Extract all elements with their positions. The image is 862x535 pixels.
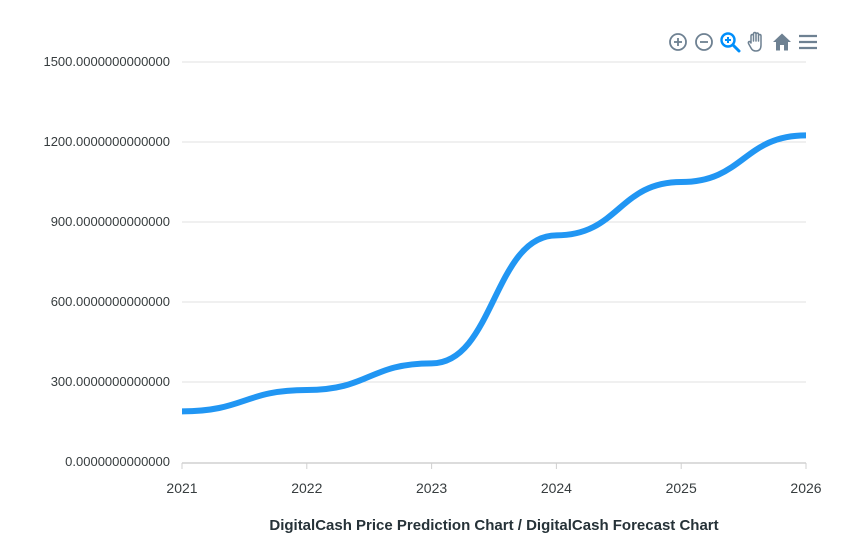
x-tick-label: 2025 (666, 480, 697, 496)
x-axis-label: DigitalCash Price Prediction Chart / Dig… (269, 517, 718, 534)
y-axis-tick-labels: 0.0000000000000 300.0000000000000 600.0000… (43, 54, 170, 469)
x-axis: 2021 2022 2023 2024 2025 2026 (166, 462, 822, 496)
series-line (181, 132, 807, 415)
pan-hand-icon[interactable] (744, 30, 768, 54)
series-group (181, 132, 807, 415)
zoom-in-icon[interactable] (666, 30, 690, 54)
menu-icon[interactable] (796, 30, 820, 54)
selection-zoom-icon[interactable] (718, 30, 742, 54)
y-tick-label: 1200.0000000000000 (43, 134, 170, 149)
zoom-out-icon[interactable] (692, 30, 716, 54)
x-tick-label: 2021 (166, 480, 197, 496)
x-tick-label: 2023 (416, 480, 447, 496)
reset-home-icon[interactable] (770, 30, 794, 54)
y-tick-label: 600.0000000000000 (51, 294, 170, 309)
y-tick-label: 0.0000000000000 (65, 454, 170, 469)
y-tick-label: 300.0000000000000 (51, 374, 170, 389)
y-tick-label: 900.0000000000000 (51, 214, 170, 229)
x-tick-label: 2024 (541, 480, 572, 496)
grid-lines (182, 61, 806, 383)
x-tick-label: 2022 (291, 480, 322, 496)
x-tick-label: 2026 (790, 480, 821, 496)
chart-toolbar (666, 30, 822, 54)
y-tick-label: 1500.0000000000000 (43, 54, 170, 69)
